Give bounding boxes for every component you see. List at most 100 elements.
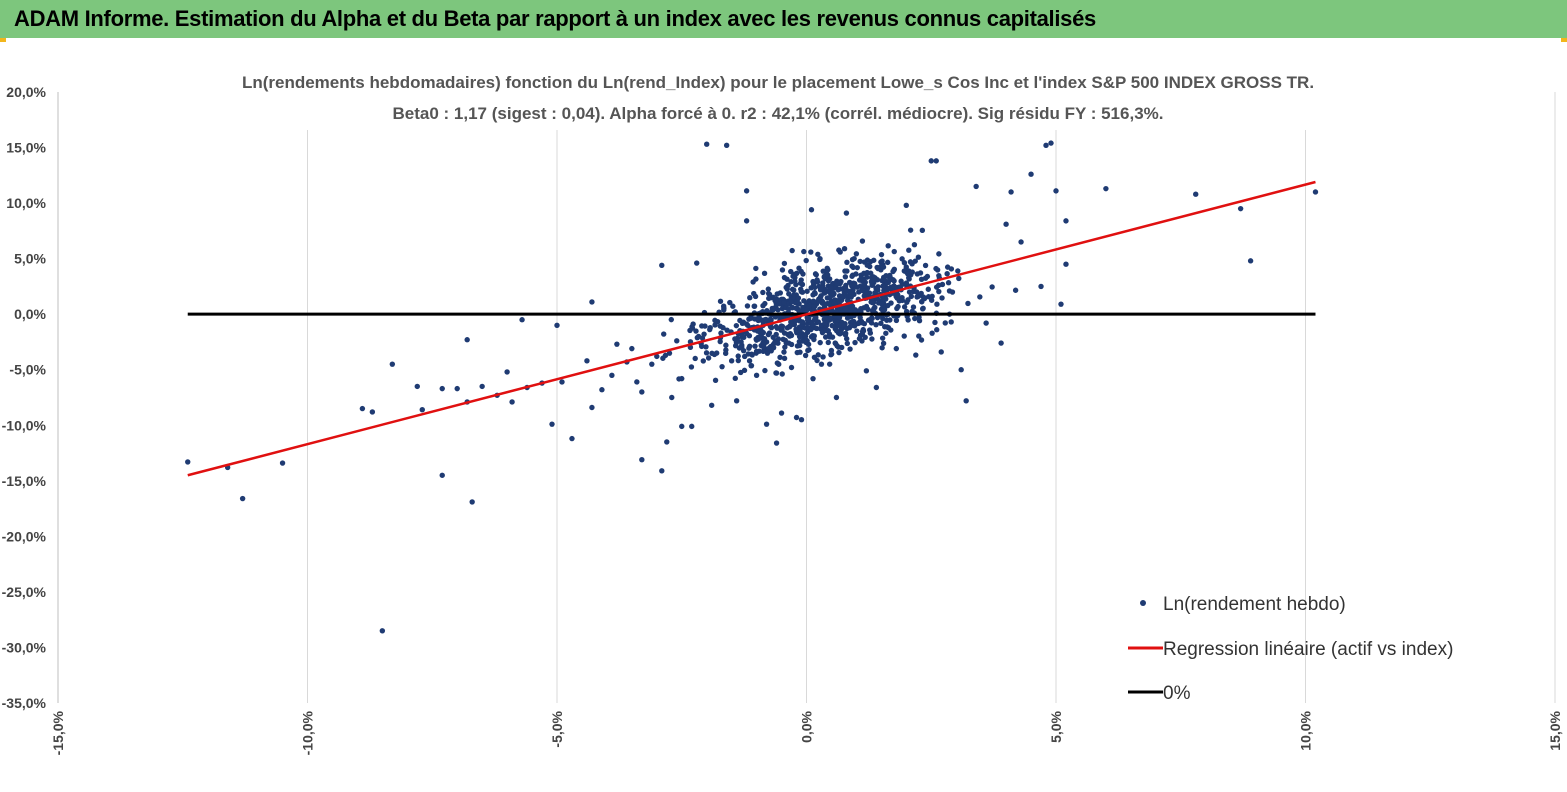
scatter-point <box>727 299 733 306</box>
scatter-point <box>918 337 925 343</box>
scatter-point <box>717 298 724 304</box>
scatter-point <box>765 286 772 292</box>
scatter-point <box>899 297 906 304</box>
legend: Ln(rendement hebdo) Regression linéaire … <box>1128 594 1453 704</box>
scatter-point <box>977 294 983 300</box>
title-background <box>230 72 1340 130</box>
scatter-point <box>792 278 798 284</box>
scatter-point <box>828 347 835 354</box>
scatter-point <box>730 303 736 309</box>
scatter-point <box>659 262 665 269</box>
scatter-point <box>549 421 555 427</box>
scatter-point <box>813 325 820 332</box>
scatter-point <box>936 251 942 257</box>
scatter-point <box>708 402 715 408</box>
scatter-point <box>419 407 425 413</box>
scatter-point <box>868 270 874 276</box>
scatter-point <box>849 305 855 312</box>
x-tick-label: -5,0% <box>549 710 565 747</box>
scatter-point <box>810 375 816 382</box>
scatter-point <box>965 300 971 307</box>
scatter-point <box>749 352 755 358</box>
scatter-point <box>775 336 782 342</box>
scatter-point <box>662 352 669 359</box>
scatter-point <box>849 256 856 263</box>
scatter-point <box>958 367 964 373</box>
scatter-point <box>469 499 475 505</box>
scatter-point <box>842 274 849 280</box>
scatter-point <box>973 183 979 190</box>
scatter-point <box>945 280 952 286</box>
scatter-point <box>359 405 366 412</box>
scatter-point <box>781 349 787 355</box>
scatter-point <box>739 334 745 340</box>
scatter-point <box>781 299 787 306</box>
scatter-point <box>854 264 860 271</box>
scatter-point <box>1018 239 1024 245</box>
scatter-point <box>908 293 915 300</box>
scatter-point <box>379 628 386 634</box>
scatter-point <box>1237 205 1244 212</box>
scatter-point <box>955 268 961 274</box>
scatter-point <box>701 331 707 337</box>
y-tick-label: -25,0% <box>2 584 47 600</box>
scatter-point <box>810 298 817 305</box>
scatter-point <box>439 472 445 478</box>
scatter-point <box>860 287 866 294</box>
scatter-point <box>559 379 565 385</box>
scatter-point <box>802 352 809 359</box>
scatter-point <box>879 301 885 307</box>
scatter-point <box>867 327 873 333</box>
scatter-point <box>884 324 890 330</box>
scatter-point <box>929 330 935 336</box>
scatter-point <box>760 348 766 355</box>
scatter-point <box>761 344 767 350</box>
regression-line <box>187 180 1316 477</box>
scatter-point <box>814 357 820 364</box>
scatter-point <box>717 323 723 329</box>
scatter-point <box>842 332 849 338</box>
scatter-point <box>831 300 838 307</box>
scatter-point <box>817 339 823 346</box>
scatter-point <box>847 346 853 352</box>
y-tick-label: -20,0% <box>2 528 47 544</box>
scatter-point <box>414 383 420 390</box>
scatter-point <box>856 335 863 342</box>
scatter-point <box>712 317 718 324</box>
scatter-point <box>888 300 894 306</box>
x-tick-label: -15,0% <box>50 710 66 755</box>
scatter-point <box>801 248 807 255</box>
scatter-point <box>654 353 660 360</box>
scatter-point <box>712 377 719 384</box>
scatter-point <box>728 358 735 364</box>
scatter-point <box>819 299 826 305</box>
scatter-point <box>743 218 750 224</box>
scatter-point <box>983 320 989 326</box>
scatter-point <box>859 238 866 244</box>
scatter-point <box>763 316 769 323</box>
scatter-point <box>639 457 645 463</box>
scatter-point <box>766 345 773 351</box>
scatter-point <box>885 243 891 249</box>
y-tick-label: 15,0% <box>6 140 46 156</box>
scatter-point <box>824 265 830 271</box>
scatter-point <box>740 319 747 325</box>
scatter-point <box>694 260 700 266</box>
scatter-point <box>891 248 897 255</box>
scatter-point <box>690 321 696 327</box>
scatter-point <box>746 358 753 364</box>
scatter-point <box>825 277 832 284</box>
scatter-point <box>861 270 867 277</box>
scatter-point <box>820 268 826 274</box>
scatter-point <box>893 317 900 324</box>
scatter-point <box>839 344 845 351</box>
scatter-point <box>519 317 525 323</box>
scatter-point <box>914 289 920 295</box>
scatter-point <box>916 333 922 339</box>
scatter-point <box>669 394 675 401</box>
scatter-point <box>874 314 881 321</box>
scatter-point <box>773 331 779 338</box>
scatter-point <box>920 294 927 300</box>
scatter-point <box>479 383 485 390</box>
scatter-point <box>787 333 793 339</box>
